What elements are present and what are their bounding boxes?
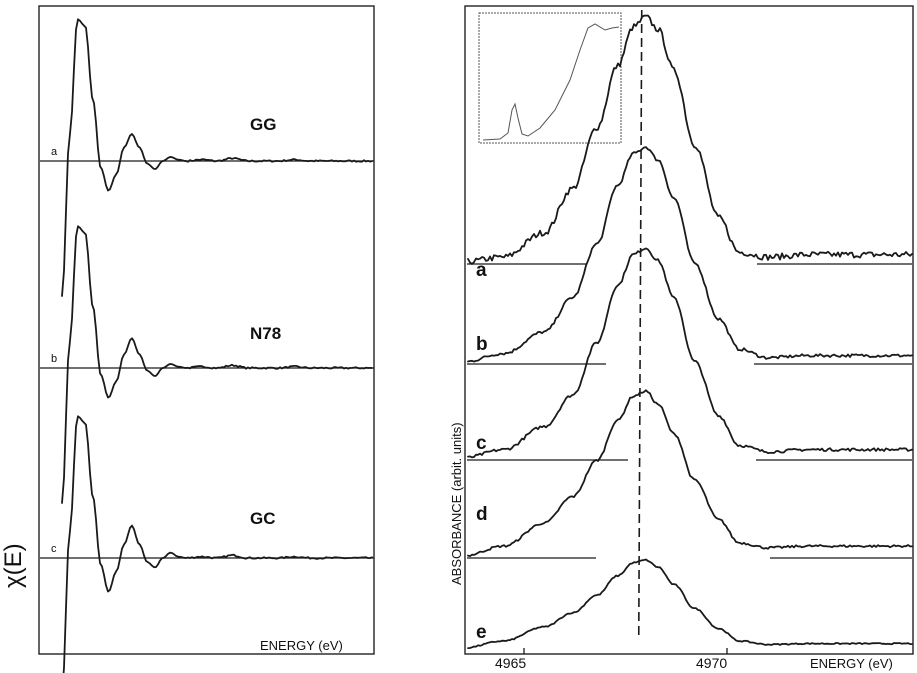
inset-frame: [478, 12, 622, 144]
series-letter-a: a: [51, 146, 58, 158]
series-letter-c: c: [51, 543, 57, 555]
inset-trace: [482, 23, 620, 141]
xanes-trace-b: [467, 146, 913, 363]
chart-marks: GG a N78 b GC c a b c d e: [40, 9, 913, 673]
x-tick-4965: 4965: [495, 655, 526, 671]
left-y-axis-label: χ(E): [0, 543, 27, 588]
x-tick-4970: 4970: [696, 655, 727, 671]
xanes-panel: ABSORBANCE (arbit. units) 4965 4970 ENER…: [449, 5, 914, 671]
right-y-axis-label: ABSORBANCE (arbit. units): [449, 422, 464, 585]
xanes-trace-a: [467, 14, 913, 265]
inset-plot: [478, 12, 622, 144]
left-panel-frame: [38, 5, 375, 655]
series-letter-d: d: [476, 504, 488, 525]
series-label-b: N78: [250, 324, 281, 343]
series-letter-c: c: [476, 433, 487, 454]
series-label-c: GC: [250, 509, 276, 528]
series-label-a: GG: [250, 115, 276, 134]
xanes-trace-d: [467, 389, 913, 558]
series-letter-e: e: [476, 622, 487, 643]
xanes-trace-e: [467, 558, 913, 649]
left-x-axis-label: ENERGY (eV): [260, 638, 343, 653]
xanes-trace-c: [467, 247, 913, 459]
exafs-trace-c: [62, 415, 373, 673]
series-letter-b: b: [476, 334, 488, 355]
right-x-axis-label: ENERGY (eV): [810, 656, 893, 671]
exafs-trace-b: [61, 225, 373, 504]
series-letter-a: a: [476, 260, 487, 281]
exafs-trace-a: [61, 18, 373, 297]
peak-marker-line: [637, 9, 643, 641]
series-letter-b: b: [51, 353, 57, 365]
exafs-panel: χ(E) ENERGY (eV): [0, 5, 375, 655]
right-panel-frame: [464, 5, 914, 655]
